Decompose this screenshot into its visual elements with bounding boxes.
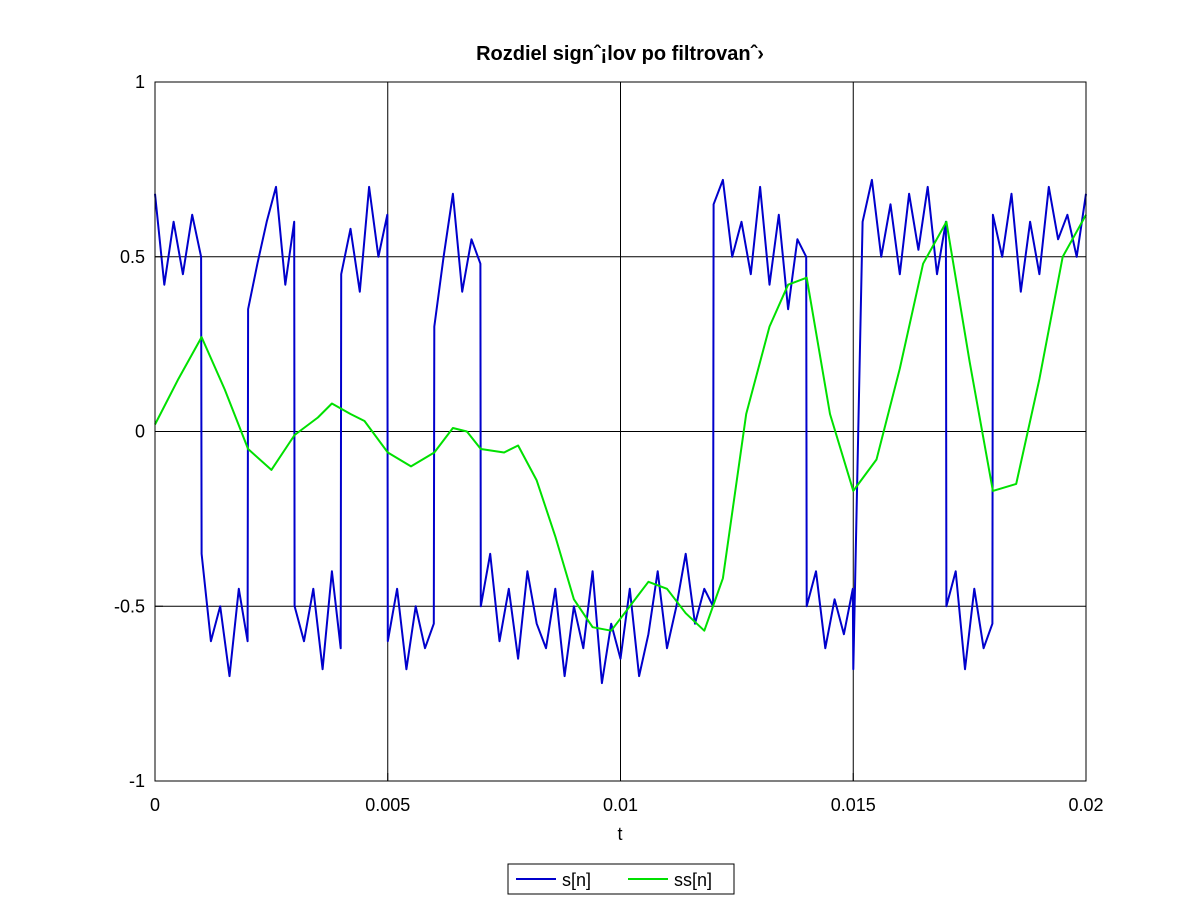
y-tick-label: -1 xyxy=(129,771,145,791)
y-tick-label: 1 xyxy=(135,72,145,92)
series-line-ss xyxy=(154,214,1087,632)
series-line-s xyxy=(154,178,1087,685)
legend-label-s: s[n] xyxy=(562,870,591,890)
tick-labels: 0 0.005 0.01 0.015 0.02 -1 -0.5 0 0.5 1 xyxy=(114,72,1104,815)
x-tick-label: 0.015 xyxy=(831,795,876,815)
plot-series xyxy=(154,178,1087,685)
y-tick-label: 0.5 xyxy=(120,247,145,267)
x-tick-label: 0.01 xyxy=(603,795,638,815)
x-tick-label: 0 xyxy=(150,795,160,815)
legend: s[n] ss[n] xyxy=(507,863,735,895)
chart-title: Rozdiel signˆ¡lov po filtrovanˆ› xyxy=(476,43,764,65)
x-axis-label: t xyxy=(617,824,622,844)
y-tick-label: -0.5 xyxy=(114,596,145,616)
x-tick-label: 0.005 xyxy=(365,795,410,815)
y-tick-label: 0 xyxy=(135,422,145,442)
tick-marks xyxy=(154,81,1087,782)
x-tick-label: 0.02 xyxy=(1068,795,1103,815)
legend-label-ss: ss[n] xyxy=(674,870,712,890)
